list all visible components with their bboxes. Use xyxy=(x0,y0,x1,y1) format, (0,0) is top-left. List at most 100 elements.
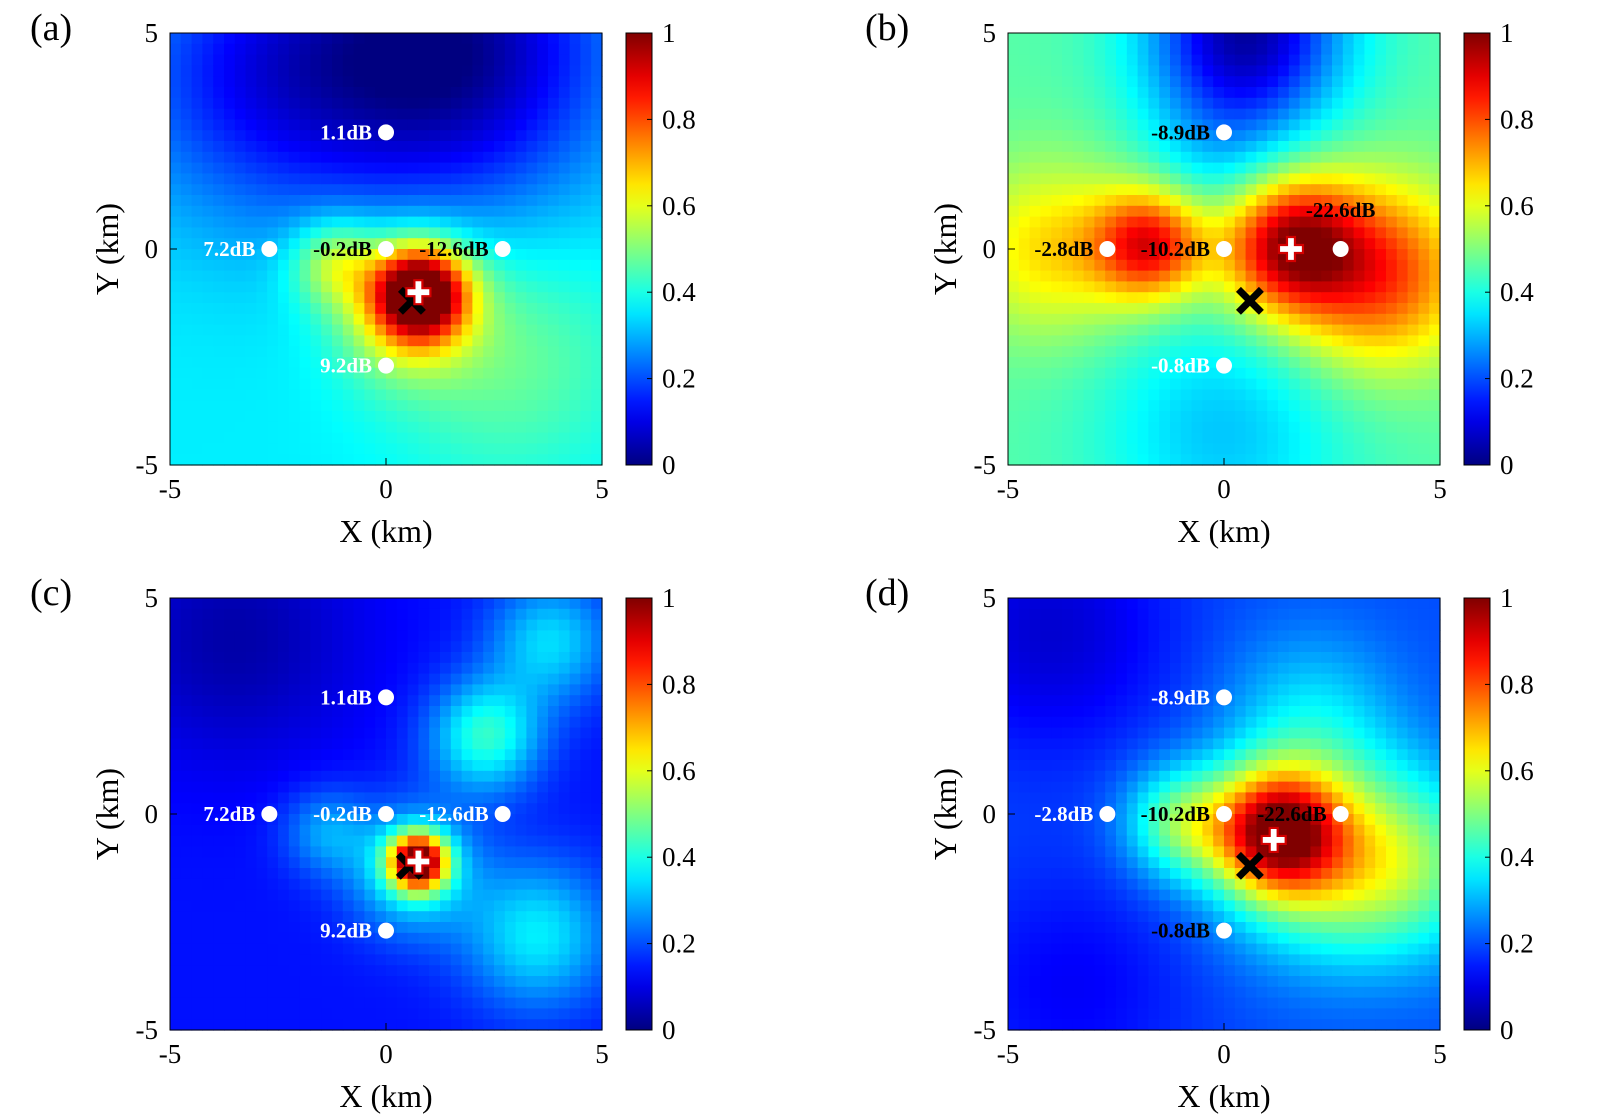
heatmap-cell xyxy=(256,346,268,358)
heatmap-cell xyxy=(1310,421,1322,434)
heatmap-cell xyxy=(364,695,376,707)
heatmap-cell xyxy=(1288,411,1301,423)
heatmap-cell xyxy=(1191,270,1203,282)
heatmap-cell xyxy=(375,205,387,218)
heatmap-cell xyxy=(1245,87,1257,99)
heatmap-cell xyxy=(558,151,571,164)
heatmap-cell xyxy=(396,900,409,912)
heatmap-cell xyxy=(310,749,322,761)
heatmap-cell xyxy=(429,411,441,423)
heatmap-cell xyxy=(1288,141,1301,153)
heatmap-cell xyxy=(591,1008,603,1020)
heatmap-cell xyxy=(1224,141,1236,153)
heatmap-cell xyxy=(558,662,571,675)
heatmap-cell xyxy=(1429,184,1441,196)
heatmap-cell xyxy=(1040,303,1052,315)
heatmap-cell xyxy=(278,130,290,142)
heatmap-cell xyxy=(1418,292,1430,304)
heatmap-cell xyxy=(580,292,592,304)
heatmap-cell xyxy=(170,324,182,336)
heatmap-cell xyxy=(1008,986,1020,999)
heatmap-cell xyxy=(332,684,344,696)
heatmap-cell xyxy=(558,227,571,239)
heatmap-cell xyxy=(170,911,182,923)
heatmap-cell xyxy=(1083,76,1095,88)
heatmap-cell xyxy=(483,846,495,858)
heatmap-cell xyxy=(278,292,290,304)
heatmap-cell xyxy=(234,760,247,772)
heatmap-cell xyxy=(1299,151,1311,164)
heatmap-cell xyxy=(569,130,581,142)
heatmap-cell xyxy=(548,216,560,228)
heatmap-cell xyxy=(342,43,355,56)
heatmap-cell xyxy=(483,281,495,293)
heatmap-cell xyxy=(450,443,463,455)
heatmap-cell xyxy=(213,141,225,153)
heatmap-cell xyxy=(591,652,603,664)
heatmap-cell xyxy=(1310,281,1322,293)
heatmap-cell xyxy=(278,803,290,815)
heatmap-cell xyxy=(1418,270,1430,282)
heatmap-cell xyxy=(332,673,344,685)
heatmap-cell xyxy=(332,997,344,1009)
heatmap-cell xyxy=(256,389,268,401)
heatmap-cell xyxy=(1159,421,1171,434)
heatmap-cell xyxy=(1040,97,1052,110)
heatmap-cell xyxy=(1040,389,1052,401)
heatmap-cell xyxy=(213,965,225,977)
heatmap-cell xyxy=(450,65,463,77)
heatmap-cell xyxy=(1321,205,1333,218)
heatmap-cell xyxy=(256,65,268,77)
heatmap-cell xyxy=(1029,162,1041,174)
heatmap-cell xyxy=(1191,259,1203,272)
heatmap-cell xyxy=(234,641,247,653)
heatmap-cell xyxy=(537,943,549,955)
heatmap-cell xyxy=(267,292,279,304)
sensor-marker xyxy=(378,124,394,141)
heatmap-cell xyxy=(1159,357,1171,369)
heatmap-cell xyxy=(1321,367,1333,380)
heatmap-cell xyxy=(202,130,214,142)
heatmap-cell xyxy=(1072,130,1085,142)
heatmap-cell xyxy=(180,54,193,66)
heatmap-cell xyxy=(342,889,355,901)
heatmap-cell xyxy=(1342,97,1355,110)
heatmap-cell xyxy=(1299,378,1311,390)
heatmap-cell xyxy=(1180,324,1193,336)
heatmap-cell xyxy=(332,400,344,412)
heatmap-cell xyxy=(1040,151,1052,164)
heatmap-cell xyxy=(180,706,193,718)
heatmap-cell xyxy=(1008,346,1020,358)
heatmap-cell xyxy=(191,400,203,412)
heatmap-cell xyxy=(580,281,592,293)
heatmap-cell xyxy=(202,824,214,837)
heatmap-cell xyxy=(472,878,484,891)
heatmap-cell xyxy=(440,324,452,336)
heatmap-cell xyxy=(256,367,268,380)
heatmap-cell xyxy=(1202,87,1214,99)
heatmap-cell xyxy=(494,303,506,315)
heatmap-cell xyxy=(569,76,581,88)
heatmap-cell xyxy=(1353,238,1365,250)
heatmap-cell xyxy=(191,421,203,434)
heatmap-cell xyxy=(1126,54,1139,66)
heatmap-cell xyxy=(580,259,592,272)
sensor-marker xyxy=(378,241,394,257)
heatmap-cell xyxy=(267,943,279,955)
heatmap-cell xyxy=(1148,54,1160,66)
heatmap-cell xyxy=(429,249,441,261)
heatmap-cell xyxy=(483,976,495,988)
heatmap-cell xyxy=(1116,346,1128,358)
heatmap-cell xyxy=(1191,65,1203,77)
heatmap-cell xyxy=(407,216,419,228)
heatmap-cell xyxy=(202,292,214,304)
heatmap-cell xyxy=(364,151,376,164)
heatmap-cell xyxy=(440,54,452,66)
heatmap-cell xyxy=(180,781,193,793)
heatmap-cell xyxy=(494,781,506,793)
heatmap-cell xyxy=(202,695,214,707)
heatmap-cell xyxy=(1267,130,1279,142)
heatmap-cell xyxy=(1245,367,1257,380)
heatmap-cell xyxy=(407,965,419,977)
heatmap-cell xyxy=(569,781,581,793)
